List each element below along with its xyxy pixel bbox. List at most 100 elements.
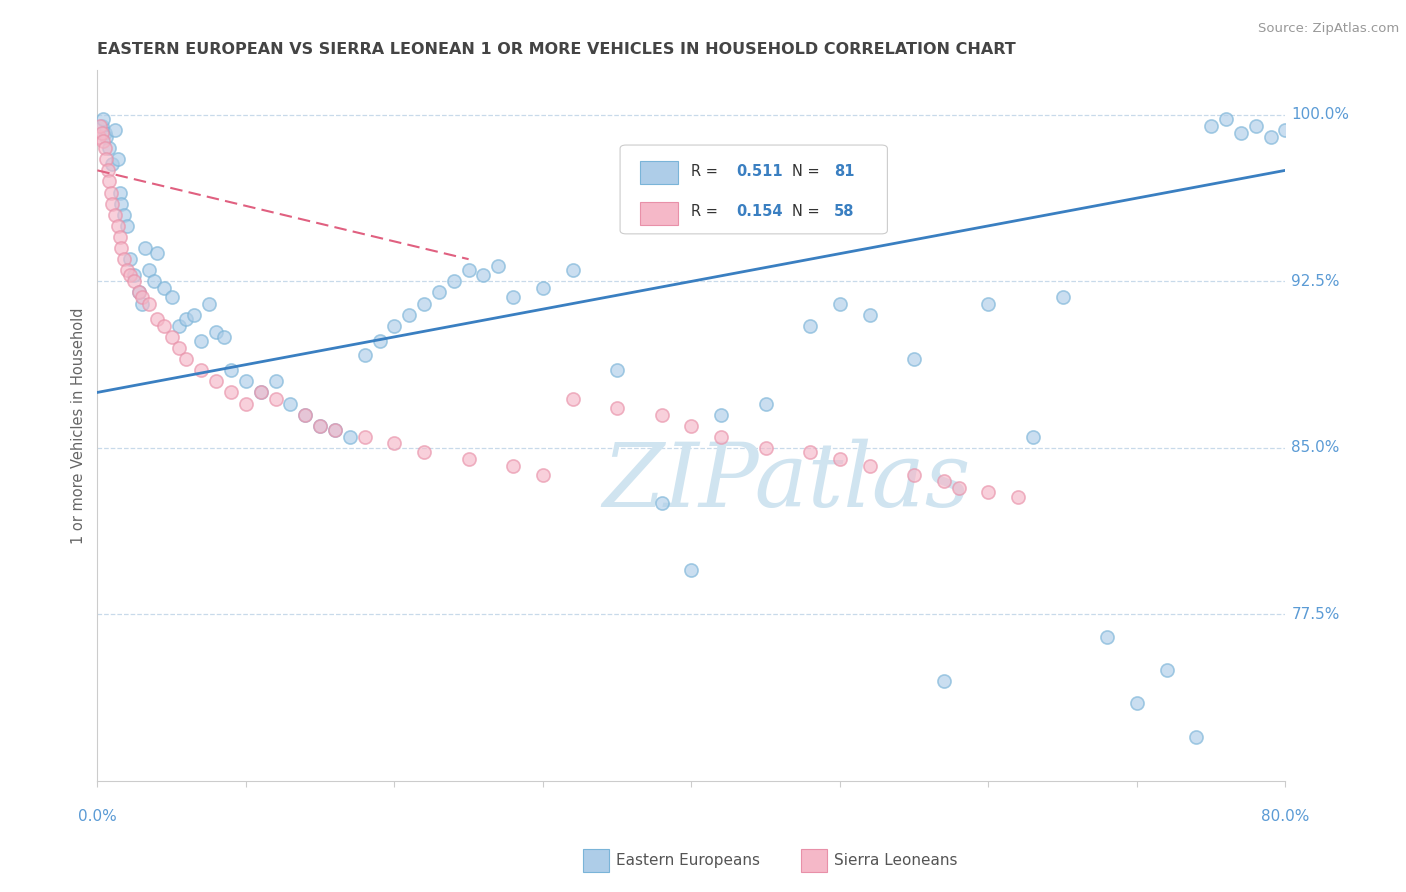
Point [107, 153, 129, 167]
Point [107, 219, 129, 233]
Point [110, 196, 132, 211]
Point [828, 296, 851, 310]
Point [1260, 130, 1282, 145]
Point [100, 186, 122, 200]
Point [176, 312, 198, 326]
Point [124, 268, 146, 282]
Point [235, 396, 257, 410]
Point [131, 296, 153, 310]
Point [104, 123, 127, 137]
Point [294, 408, 316, 422]
Point [96, 153, 118, 167]
Point [205, 374, 228, 388]
Point [112, 252, 135, 267]
Point [1007, 490, 1029, 504]
Point [1156, 663, 1178, 677]
Point [1215, 112, 1237, 127]
Point [828, 452, 851, 467]
Text: Sierra Leoneans: Sierra Leoneans [834, 854, 957, 868]
Point [1052, 290, 1074, 304]
Point [1393, 126, 1406, 140]
Point [128, 285, 150, 300]
Text: 58: 58 [834, 204, 855, 219]
Point [681, 418, 703, 433]
Point [134, 241, 156, 255]
Point [755, 441, 778, 455]
Point [94, 141, 117, 155]
Point [90, 119, 112, 133]
Point [91, 112, 114, 127]
Point [353, 430, 375, 444]
Point [443, 274, 465, 288]
Point [219, 363, 242, 377]
Point [903, 467, 925, 482]
Point [1364, 130, 1386, 145]
Point [167, 341, 190, 355]
Point [294, 408, 316, 422]
Point [339, 430, 361, 444]
Point [97, 163, 120, 178]
Point [145, 245, 167, 260]
Point [651, 496, 673, 510]
Point [1095, 630, 1118, 644]
Point [167, 318, 190, 333]
Point [101, 196, 124, 211]
Point [427, 285, 450, 300]
Point [112, 208, 135, 222]
Point [710, 408, 733, 422]
Point [145, 312, 167, 326]
Point [128, 285, 150, 300]
Point [108, 230, 131, 244]
Point [138, 263, 160, 277]
Point [219, 385, 242, 400]
Text: 0.511: 0.511 [737, 163, 783, 178]
Point [531, 467, 554, 482]
Point [561, 392, 583, 406]
Point [91, 135, 114, 149]
Point [755, 396, 778, 410]
Point [858, 458, 880, 473]
Point [1333, 141, 1355, 155]
Point [353, 348, 375, 362]
Point [235, 374, 257, 388]
Point [205, 326, 228, 340]
Point [309, 418, 332, 433]
Text: N =: N = [793, 204, 824, 219]
Point [323, 423, 346, 437]
Point [457, 452, 479, 467]
Point [903, 352, 925, 367]
Point [1199, 119, 1222, 133]
Point [98, 141, 121, 155]
Point [98, 174, 121, 188]
Point [190, 334, 212, 349]
Point [90, 126, 112, 140]
Text: Eastern Europeans: Eastern Europeans [616, 854, 759, 868]
Text: N =: N = [793, 163, 824, 178]
Point [101, 157, 124, 171]
Y-axis label: 1 or more Vehicles in Household: 1 or more Vehicles in Household [72, 308, 86, 544]
Point [118, 268, 141, 282]
Point [124, 274, 146, 288]
Point [249, 385, 271, 400]
Point [398, 308, 420, 322]
Point [110, 241, 132, 255]
Point [96, 130, 118, 145]
Point [118, 252, 141, 267]
Point [264, 374, 287, 388]
Point [932, 474, 955, 488]
Point [280, 396, 302, 410]
Point [176, 352, 198, 367]
Point [486, 259, 509, 273]
Point [561, 263, 583, 277]
Point [502, 290, 524, 304]
Point [183, 308, 205, 322]
Point [160, 330, 183, 344]
Point [197, 296, 219, 310]
Point [606, 401, 628, 415]
Point [502, 458, 524, 473]
Point [977, 485, 1000, 500]
Point [932, 674, 955, 689]
Point [153, 318, 176, 333]
Point [1185, 730, 1208, 744]
Point [249, 385, 271, 400]
